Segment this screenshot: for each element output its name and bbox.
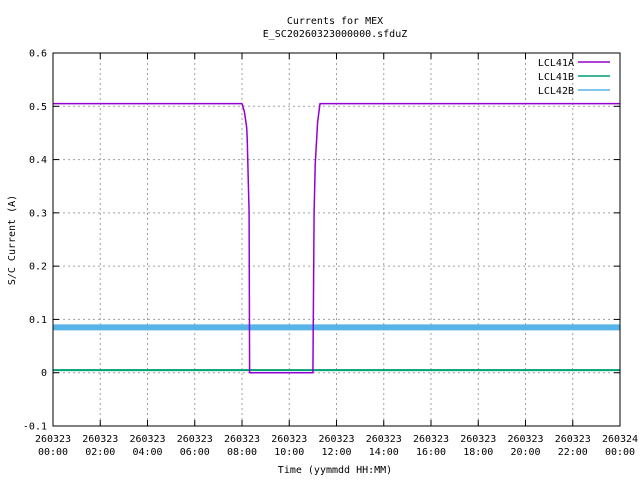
x-tick-time: 16:00 <box>416 447 446 458</box>
x-tick-date: 260323 <box>460 434 496 445</box>
series-layer <box>53 102 620 374</box>
x-tick-time: 20:00 <box>510 447 540 458</box>
series-line-lcl41a <box>53 102 620 374</box>
legend-label-lcl41b: LCL41B <box>538 72 574 83</box>
x-tick-date: 260323 <box>82 434 118 445</box>
x-tick-date: 260323 <box>413 434 449 445</box>
x-tick-time: 10:00 <box>274 447 304 458</box>
x-tick-date: 260323 <box>35 434 71 445</box>
x-tick-date: 260323 <box>555 434 591 445</box>
x-tick-date: 260323 <box>318 434 354 445</box>
legend-label-lcl41a: LCL41A <box>538 58 574 69</box>
x-tick-time: 00:00 <box>605 447 635 458</box>
y-tick-label: 0 <box>41 368 47 379</box>
y-tick-label: 0.3 <box>29 208 47 219</box>
y-axis: -0.1 0 0.1 0.2 0.3 0.4 0.5 0.6 <box>23 49 620 433</box>
x-tick-time: 08:00 <box>227 447 257 458</box>
y-tick-label: 0.1 <box>29 315 47 326</box>
x-tick-date: 260323 <box>366 434 402 445</box>
x-tick-time: 06:00 <box>180 447 210 458</box>
grid <box>53 53 620 426</box>
x-tick-time: 02:00 <box>85 447 115 458</box>
x-tick-date: 260323 <box>129 434 165 445</box>
x-tick-time: 18:00 <box>463 447 493 458</box>
y-tick-label: -0.1 <box>23 422 47 433</box>
chart-title: Currents for MEX <box>287 16 383 27</box>
x-tick-time: 14:00 <box>369 447 399 458</box>
x-tick-date: 260323 <box>177 434 213 445</box>
x-tick-time: 22:00 <box>558 447 588 458</box>
legend: LCL41A LCL41B LCL42B <box>538 58 610 97</box>
y-axis-label: S/C Current (A) <box>7 195 18 285</box>
x-axis: 260323 00:00 260323 02:00 260323 04:00 260323 0… <box>35 53 638 458</box>
x-tick-date: 260323 <box>224 434 260 445</box>
x-tick-time: 04:00 <box>132 447 162 458</box>
x-axis-label: Time (yymmdd HH:MM) <box>278 465 392 476</box>
x-tick-date: 260323 <box>507 434 543 445</box>
y-tick-label: 0.2 <box>29 262 47 273</box>
x-tick-date: 260324 <box>602 434 638 445</box>
chart-subtitle: E_SC20260323000000.sfduZ <box>263 29 408 40</box>
y-tick-label: 0.5 <box>29 102 47 113</box>
y-tick-label: 0.4 <box>29 155 47 166</box>
legend-label-lcl42b: LCL42B <box>538 86 574 97</box>
y-tick-label: 0.6 <box>29 49 47 60</box>
x-tick-time: 00:00 <box>38 447 68 458</box>
x-tick-time: 12:00 <box>321 447 351 458</box>
x-tick-date: 260323 <box>271 434 307 445</box>
